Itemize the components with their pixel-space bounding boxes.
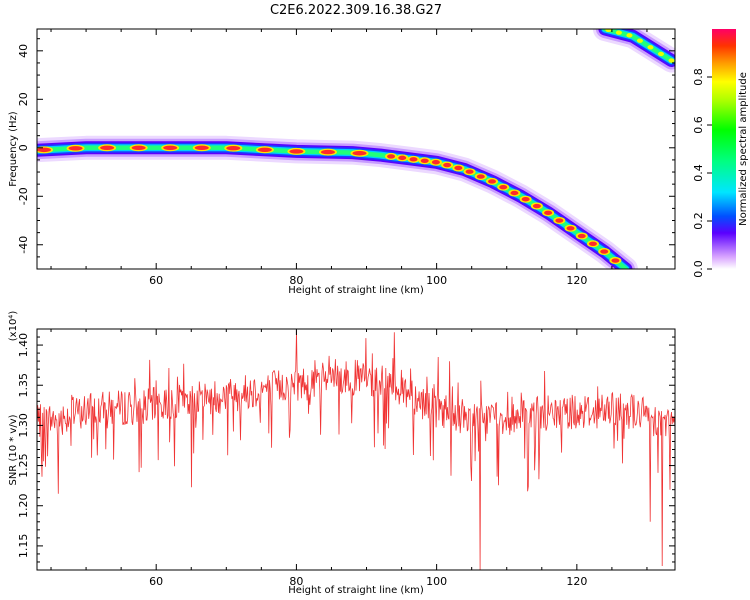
ridge-peak: [431, 160, 440, 165]
spectrogram-ytick-label: 20: [17, 92, 30, 106]
colorbar-tick-label: 0.0: [692, 260, 705, 278]
ridge-peak: [443, 162, 452, 168]
figure-title: C2E6.2022.309.16.38.G27: [270, 3, 442, 18]
ridge-peak: [611, 258, 620, 263]
colorbar-tick-label: 0.8: [692, 68, 705, 86]
snr-xtick-label: 100: [426, 575, 447, 588]
snr-xtick-label: 120: [566, 575, 587, 588]
ridge-peak: [409, 157, 418, 162]
spectral-ridge: [37, 29, 675, 269]
spectrogram-ytick-label: 0: [17, 144, 30, 151]
snr-ylabel: SNR (10 * v/v): [8, 414, 19, 485]
spectrogram-ylabel: Frequency (Hz): [8, 111, 19, 187]
snr-scale-label: (x10⁴): [8, 311, 19, 342]
colorbar-tick-label: 0.6: [692, 116, 705, 134]
colorbar-ticks: 0.0 0.2 0.4 0.6 0.8: [692, 68, 712, 278]
ridge-peak: [194, 145, 209, 150]
ridge-peak: [68, 146, 83, 151]
snr-line: [37, 330, 675, 570]
ridge-peak: [588, 241, 597, 246]
snr-ytick-label: 1.25: [17, 453, 30, 478]
snr-ytick-label: 1.40: [17, 333, 30, 358]
aliased-ridge-peak: [657, 51, 664, 57]
ridge-peak: [387, 154, 396, 159]
ridge-peak: [289, 149, 304, 154]
ridge-peak: [454, 165, 463, 171]
ridge-peak: [488, 179, 497, 184]
spectrogram-panel: 60 80 100 120 40 20 0 -20 -40 Height of straight…: [8, 28, 676, 296]
snr-ytick-label: 1.15: [17, 534, 30, 559]
ridge-peak: [398, 155, 407, 161]
snr-ytick-label: 1.20: [17, 493, 30, 518]
spectrogram-frame: [36, 28, 676, 270]
ridge-peak: [600, 249, 609, 254]
snr-ytick-label: 1.30: [17, 413, 30, 438]
snr-panel: 60 80 100 120 1.40 1.35 1.30 1.25 1.20 1.15 Heigh…: [8, 311, 676, 596]
spectrogram-xtick-label: 120: [566, 274, 587, 287]
ridge-peak: [476, 174, 485, 179]
spectrogram-xtick-label: 80: [289, 274, 303, 287]
snr-series: [37, 330, 675, 570]
spectrogram-ytick-label: -40: [17, 236, 30, 254]
ridge-peak: [499, 184, 508, 190]
snr-ticks: 60 80 100 120 1.40 1.35 1.30 1.25 1.20 1.15: [17, 329, 675, 588]
ridge-peak: [226, 145, 241, 151]
snr-frame: [36, 328, 676, 571]
ridge-peak: [320, 149, 335, 155]
ridge-peak: [131, 145, 146, 150]
ridge-peak: [37, 147, 52, 153]
aliased-ridge-peak: [626, 33, 633, 38]
aliased-ridge-peak: [647, 45, 654, 50]
aliased-ridge-peak: [605, 29, 612, 33]
colorbar-tick-label: 0.2: [692, 212, 705, 230]
spectrogram-ytick-label: -20: [17, 187, 30, 205]
snr-ytick-label: 1.35: [17, 373, 30, 398]
ridge-peak: [352, 151, 367, 156]
colorbar-tick-label: 0.4: [692, 164, 705, 182]
spectrogram-xtick-label: 60: [149, 274, 163, 287]
ridge-peak: [163, 145, 178, 150]
ridge-peak: [257, 147, 272, 152]
colorbar-gradient: [712, 29, 736, 269]
ridge-peak: [532, 203, 541, 209]
aliased-ridge-green-layer: [602, 29, 674, 63]
snr-xlabel: Height of straight line (km): [288, 585, 424, 596]
snr-xtick-label: 60: [149, 575, 163, 588]
spectrogram-xtick-label: 100: [426, 274, 447, 287]
aliased-ridge-peak: [615, 30, 622, 35]
spectrogram-xlabel: Height of straight line (km): [288, 285, 424, 296]
ridge-peak: [510, 190, 519, 196]
ridge-peak: [544, 210, 553, 216]
snr-xtick-label: 80: [289, 575, 303, 588]
ridge-peak: [577, 233, 586, 239]
aliased-ridge-peak: [636, 38, 643, 43]
ridge-peak: [566, 226, 575, 231]
spectrogram-ytick-label: 40: [17, 44, 30, 58]
ridge-peak: [465, 169, 474, 174]
aliased-ridge-peak: [668, 58, 675, 63]
colorbar-label: Normalized spectral amplitude: [738, 72, 749, 226]
ridge-peak: [420, 158, 429, 163]
ridge-peak: [100, 145, 115, 150]
colorbar: 0.0 0.2 0.4 0.6 0.8 Normalized spectral ampl…: [692, 29, 749, 278]
ridge-peak: [521, 197, 530, 202]
spectrogram-ticks: 60 80 100 120 40 20 0 -20 -40: [17, 29, 675, 287]
ridge-peak: [555, 218, 564, 223]
